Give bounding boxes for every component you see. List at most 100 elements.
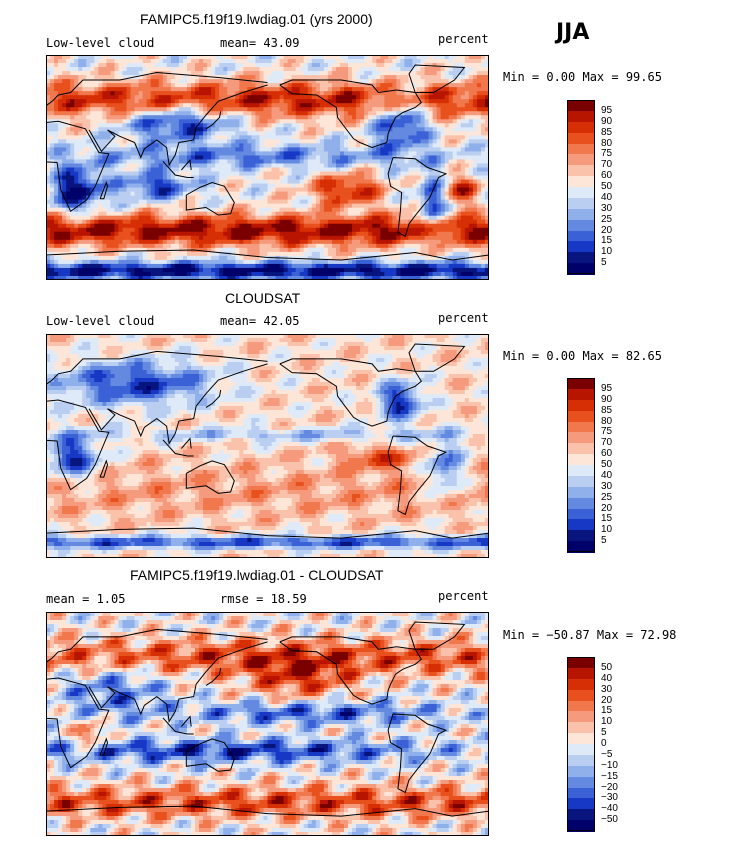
field-cell <box>154 203 160 209</box>
field-cell <box>468 159 474 165</box>
field-cell <box>162 55 168 60</box>
field-cell <box>444 95 450 100</box>
field-cell <box>327 91 333 96</box>
field-cell <box>186 111 192 116</box>
field-cell <box>307 171 313 177</box>
field-cell <box>376 215 381 221</box>
field-cell <box>74 159 79 165</box>
field-cell <box>255 131 261 136</box>
field-cell <box>207 55 212 60</box>
field-cell <box>195 179 200 185</box>
field-cell <box>408 147 414 153</box>
field-cell <box>207 203 212 209</box>
field-cell <box>239 187 244 193</box>
field-cell <box>360 95 365 100</box>
field-cell <box>428 163 434 169</box>
field-cell <box>251 231 257 237</box>
field-cell <box>239 143 244 149</box>
field-cell <box>396 111 401 116</box>
field-cell <box>46 55 51 60</box>
field-cell <box>319 131 325 136</box>
field-cell <box>291 171 297 177</box>
field-cell <box>420 75 426 80</box>
field-cell <box>384 55 389 60</box>
field-cell <box>299 175 305 181</box>
season-label: JJA <box>556 20 590 45</box>
field-cell <box>106 187 112 193</box>
field-cell <box>331 219 337 225</box>
field-cell <box>287 67 293 72</box>
field-cell <box>70 59 75 64</box>
field-cell <box>66 111 71 116</box>
field-cell <box>344 123 349 128</box>
field-cell <box>126 139 132 144</box>
field-cell <box>452 99 458 104</box>
field-cell <box>247 107 252 112</box>
field-cell <box>348 219 353 225</box>
field-cell <box>380 67 385 72</box>
field-cell <box>368 135 373 140</box>
field-cell <box>468 207 474 213</box>
field-cell <box>70 199 75 205</box>
field-cell <box>444 159 450 165</box>
field-cell <box>134 127 140 132</box>
field-cell <box>424 147 430 153</box>
field-cell <box>199 127 204 132</box>
field-cell <box>315 95 321 100</box>
field-cell <box>323 119 329 124</box>
field-cell <box>182 167 188 173</box>
field-cell <box>195 99 200 104</box>
field-cell <box>207 135 212 140</box>
field-cell <box>396 83 401 88</box>
field-cell <box>207 211 212 217</box>
field-cell <box>404 83 410 88</box>
field-cell <box>279 223 285 229</box>
field-cell <box>408 231 414 237</box>
field-cell <box>219 127 224 132</box>
field-cell <box>412 199 418 205</box>
field-cell <box>291 127 297 132</box>
field-cell <box>50 143 55 149</box>
field-cell <box>211 143 216 149</box>
field-cell <box>356 151 361 157</box>
field-cell <box>279 131 285 136</box>
field-cell <box>380 207 385 213</box>
field-cell <box>90 83 95 88</box>
field-cell <box>58 79 63 84</box>
field-cell <box>404 95 410 100</box>
field-cell <box>110 171 116 177</box>
field-cell <box>472 63 478 68</box>
field-cell <box>130 107 136 112</box>
field-cell <box>348 111 353 116</box>
field-cell <box>275 103 281 108</box>
field-cell <box>335 195 341 201</box>
field-cell <box>295 91 301 96</box>
field-cell <box>78 99 83 104</box>
field-cell <box>50 167 55 173</box>
field-cell <box>259 223 265 229</box>
field-cell <box>227 127 232 132</box>
field-cell <box>66 207 71 213</box>
field-cell <box>182 91 188 96</box>
field-cell <box>271 91 277 96</box>
field-cell <box>190 223 196 229</box>
field-cell <box>315 167 321 173</box>
field-cell <box>142 107 148 112</box>
field-cell <box>219 123 224 128</box>
field-cell <box>339 207 345 213</box>
field-cell <box>420 179 426 185</box>
field-cell <box>182 127 188 132</box>
field-cell <box>150 223 156 229</box>
field-cell <box>335 223 341 229</box>
field-cell <box>356 163 361 169</box>
field-cell <box>388 123 393 128</box>
field-cell <box>348 159 353 165</box>
field-cell <box>82 227 87 233</box>
field-cell <box>142 163 148 169</box>
field-cell <box>380 87 385 92</box>
field-cell <box>460 55 466 60</box>
field-cell <box>90 223 95 229</box>
field-cell <box>307 175 313 181</box>
field-cell <box>400 147 406 153</box>
field-cell <box>247 83 252 88</box>
